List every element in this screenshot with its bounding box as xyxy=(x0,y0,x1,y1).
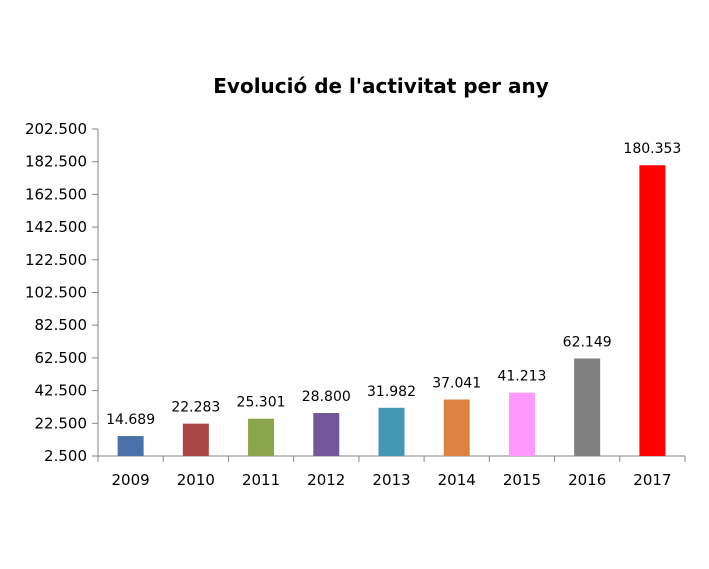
y-tick-label: 82.500 xyxy=(35,316,88,334)
x-tick-label: 2014 xyxy=(438,471,476,489)
y-tick-label: 142.500 xyxy=(25,218,87,236)
bar-2013 xyxy=(378,407,405,456)
y-tick-label: 2.500 xyxy=(44,447,87,465)
bar-2012 xyxy=(313,412,340,456)
chart-title: Evolució de l'activitat per any xyxy=(213,74,549,98)
data-label-2013: 31.982 xyxy=(367,384,416,400)
y-tick-label: 42.500 xyxy=(35,382,88,400)
y-tick-label: 202.500 xyxy=(25,120,87,138)
data-label-2010: 22.283 xyxy=(171,400,220,416)
x-axis: 2009 2010 2011 2012 2013 2014 2015 2016 2017 xyxy=(97,455,686,489)
bar-2011 xyxy=(248,418,275,456)
bar-2014 xyxy=(443,399,470,456)
y-tick-label: 62.500 xyxy=(35,349,88,367)
bar-2009 xyxy=(117,436,144,456)
data-label-2015: 41.213 xyxy=(497,369,546,385)
x-tick-label: 2011 xyxy=(242,471,280,489)
y-tick-label: 22.500 xyxy=(35,414,88,432)
x-tick-label: 2010 xyxy=(177,471,215,489)
bar-2017 xyxy=(639,165,666,457)
data-label-2012: 28.800 xyxy=(302,389,351,405)
bars xyxy=(117,165,666,457)
data-label-2014: 37.041 xyxy=(432,376,481,392)
data-label-2011: 25.301 xyxy=(237,395,286,411)
x-tick-label: 2017 xyxy=(633,471,671,489)
y-tick-label: 102.500 xyxy=(25,284,87,302)
y-tick-label: 122.500 xyxy=(25,251,87,269)
bar-2016 xyxy=(574,358,601,456)
x-tick-label: 2012 xyxy=(307,471,345,489)
bar-2015 xyxy=(508,392,535,456)
data-label-2016: 62.149 xyxy=(563,334,612,350)
data-label-2017: 180.353 xyxy=(623,141,681,157)
data-labels: 14.689 22.283 25.301 28.800 31.982 37.041 41.2… xyxy=(106,141,681,428)
x-tick-label: 2013 xyxy=(372,471,410,489)
x-tick-label: 2015 xyxy=(503,471,541,489)
x-tick-label: 2016 xyxy=(568,471,606,489)
data-label-2009: 14.689 xyxy=(106,412,155,428)
y-axis: 2.500 22.500 42.500 62.500 82.500 102.500 122.… xyxy=(25,120,99,465)
bar-2010 xyxy=(182,423,209,456)
y-tick-label: 162.500 xyxy=(25,185,87,203)
x-tick-label: 2009 xyxy=(112,471,150,489)
y-tick-label: 182.500 xyxy=(25,153,87,171)
